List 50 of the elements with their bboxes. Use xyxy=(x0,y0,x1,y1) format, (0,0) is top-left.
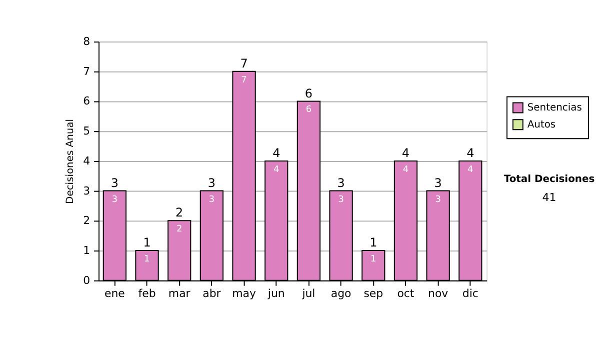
total-label: 2 xyxy=(176,206,184,220)
total-label: 6 xyxy=(304,86,313,100)
y-tick-label: 8 xyxy=(83,35,90,48)
y-tick-label: 1 xyxy=(83,244,90,257)
x-tick-label: mar xyxy=(168,286,191,300)
x-tick-label: sep xyxy=(364,286,384,300)
data-label: 4 xyxy=(468,164,474,175)
data-label: 1 xyxy=(370,254,376,264)
legend-label: Autos xyxy=(527,120,556,131)
data-label: 4 xyxy=(402,164,409,175)
data-label: 3 xyxy=(435,194,441,205)
data-label: 1 xyxy=(144,254,150,264)
x-tick-label: ene xyxy=(104,286,126,300)
x-tick-label: jul xyxy=(301,286,316,300)
total-label: 7 xyxy=(240,56,248,70)
total-label: 3 xyxy=(208,176,216,190)
x-tick-label: ago xyxy=(330,286,352,300)
x-tick-label: abr xyxy=(202,286,222,300)
y-tick-label: 5 xyxy=(83,124,90,138)
text: Total Decisiones xyxy=(504,174,595,185)
total-label: 3 xyxy=(337,176,345,190)
x-tick-label: may xyxy=(232,286,256,300)
x-tick-label: jun xyxy=(266,286,285,300)
data-label: 4 xyxy=(274,164,280,175)
total-label: 3 xyxy=(110,176,118,190)
total-label: 4 xyxy=(272,146,280,160)
data-label: 2 xyxy=(176,224,182,235)
y-tick-label: 4 xyxy=(83,154,90,168)
total-label: 3 xyxy=(434,176,442,190)
text: 41 xyxy=(542,190,556,204)
x-tick-label: nov xyxy=(428,286,449,300)
data-label: 6 xyxy=(306,105,312,116)
legend-label: Sentencias xyxy=(527,102,582,114)
y-tick-label: 3 xyxy=(83,184,90,198)
data-label: 7 xyxy=(241,75,247,86)
data-label: 3 xyxy=(208,194,215,205)
data-label: 3 xyxy=(338,194,344,205)
y-axis-title: Decisiones Anual xyxy=(65,118,76,204)
total-label: 4 xyxy=(466,146,474,160)
x-tick-label: oct xyxy=(397,286,415,300)
y-tick-label: 2 xyxy=(83,214,90,228)
x-tick-label: feb xyxy=(138,286,156,300)
y-tick-label: 7 xyxy=(83,64,90,78)
data-label: 3 xyxy=(112,194,118,205)
y-tick-label: 0 xyxy=(83,274,90,287)
x-tick-label: dic xyxy=(462,286,478,300)
total-label: 1 xyxy=(143,236,151,250)
total-label: 1 xyxy=(370,236,378,250)
y-tick-label: 6 xyxy=(83,94,90,108)
total-label: 4 xyxy=(402,146,410,160)
